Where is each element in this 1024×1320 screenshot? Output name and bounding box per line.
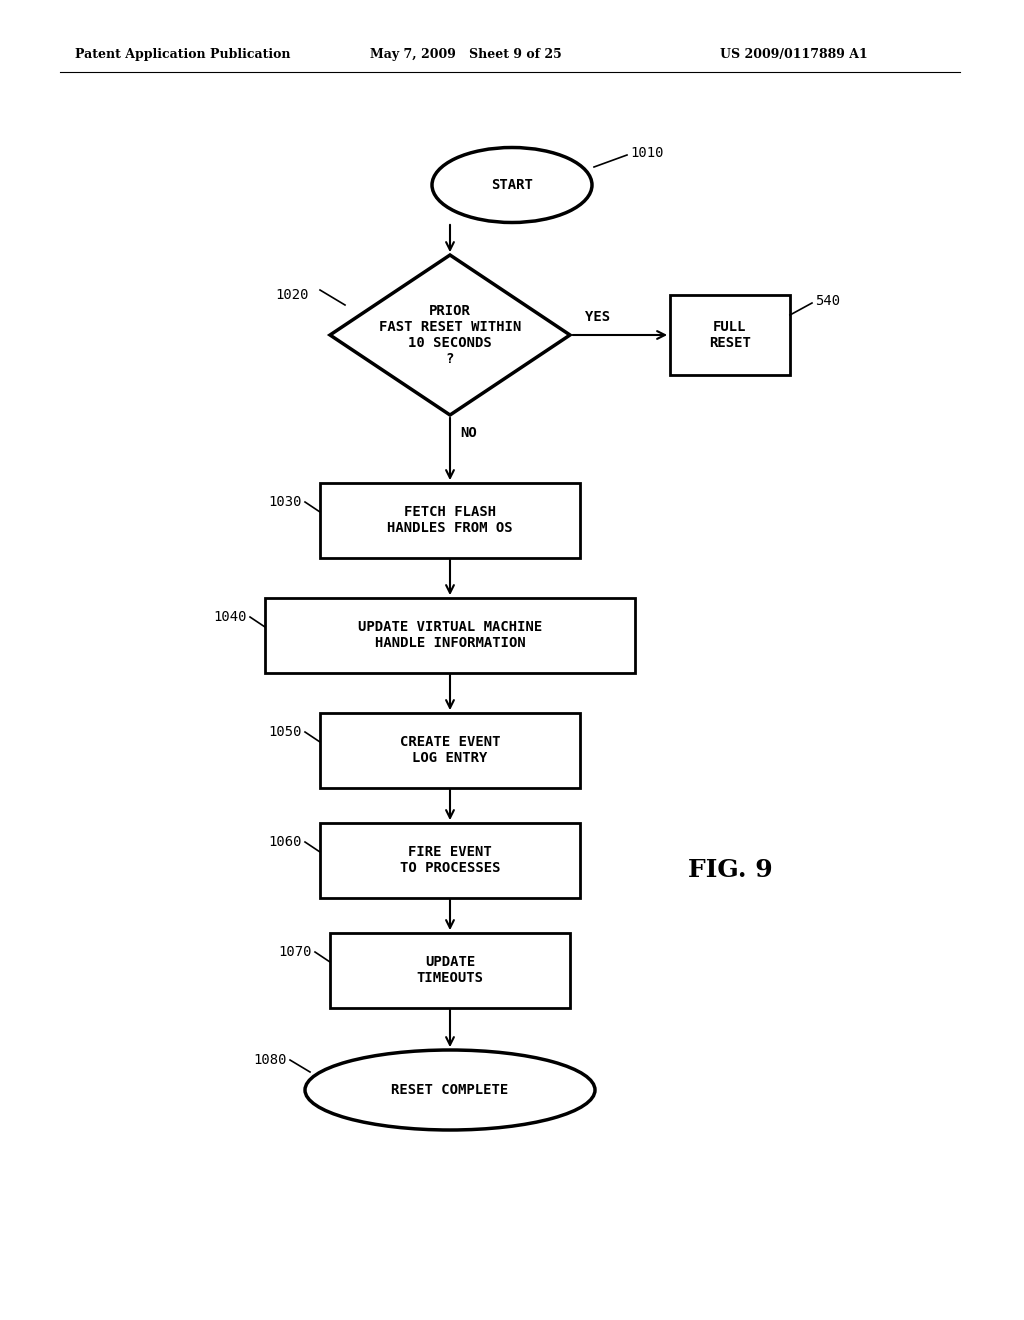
Text: UPDATE
TIMEOUTS: UPDATE TIMEOUTS xyxy=(417,954,483,985)
Text: 1080: 1080 xyxy=(254,1053,287,1067)
Text: May 7, 2009   Sheet 9 of 25: May 7, 2009 Sheet 9 of 25 xyxy=(370,48,562,61)
Text: 1020: 1020 xyxy=(275,288,308,302)
Text: 1050: 1050 xyxy=(268,725,302,739)
Text: PRIOR
FAST RESET WITHIN
10 SECONDS
?: PRIOR FAST RESET WITHIN 10 SECONDS ? xyxy=(379,304,521,366)
Text: 1030: 1030 xyxy=(268,495,302,510)
Text: 540: 540 xyxy=(815,294,840,308)
Text: YES: YES xyxy=(585,310,610,323)
Text: US 2009/0117889 A1: US 2009/0117889 A1 xyxy=(720,48,867,61)
Text: 1040: 1040 xyxy=(213,610,247,624)
Text: FETCH FLASH
HANDLES FROM OS: FETCH FLASH HANDLES FROM OS xyxy=(387,504,513,535)
Text: FULL
RESET: FULL RESET xyxy=(709,319,751,350)
Text: NO: NO xyxy=(460,426,477,440)
Text: START: START xyxy=(492,178,532,191)
Text: Patent Application Publication: Patent Application Publication xyxy=(75,48,291,61)
Text: FIG. 9: FIG. 9 xyxy=(688,858,772,882)
Text: RESET COMPLETE: RESET COMPLETE xyxy=(391,1082,509,1097)
Text: FIRE EVENT
TO PROCESSES: FIRE EVENT TO PROCESSES xyxy=(399,845,501,875)
Text: 1060: 1060 xyxy=(268,836,302,849)
Text: 1010: 1010 xyxy=(630,147,664,160)
Text: CREATE EVENT
LOG ENTRY: CREATE EVENT LOG ENTRY xyxy=(399,735,501,766)
Text: UPDATE VIRTUAL MACHINE
HANDLE INFORMATION: UPDATE VIRTUAL MACHINE HANDLE INFORMATIO… xyxy=(357,620,542,651)
Text: 1070: 1070 xyxy=(279,945,312,960)
